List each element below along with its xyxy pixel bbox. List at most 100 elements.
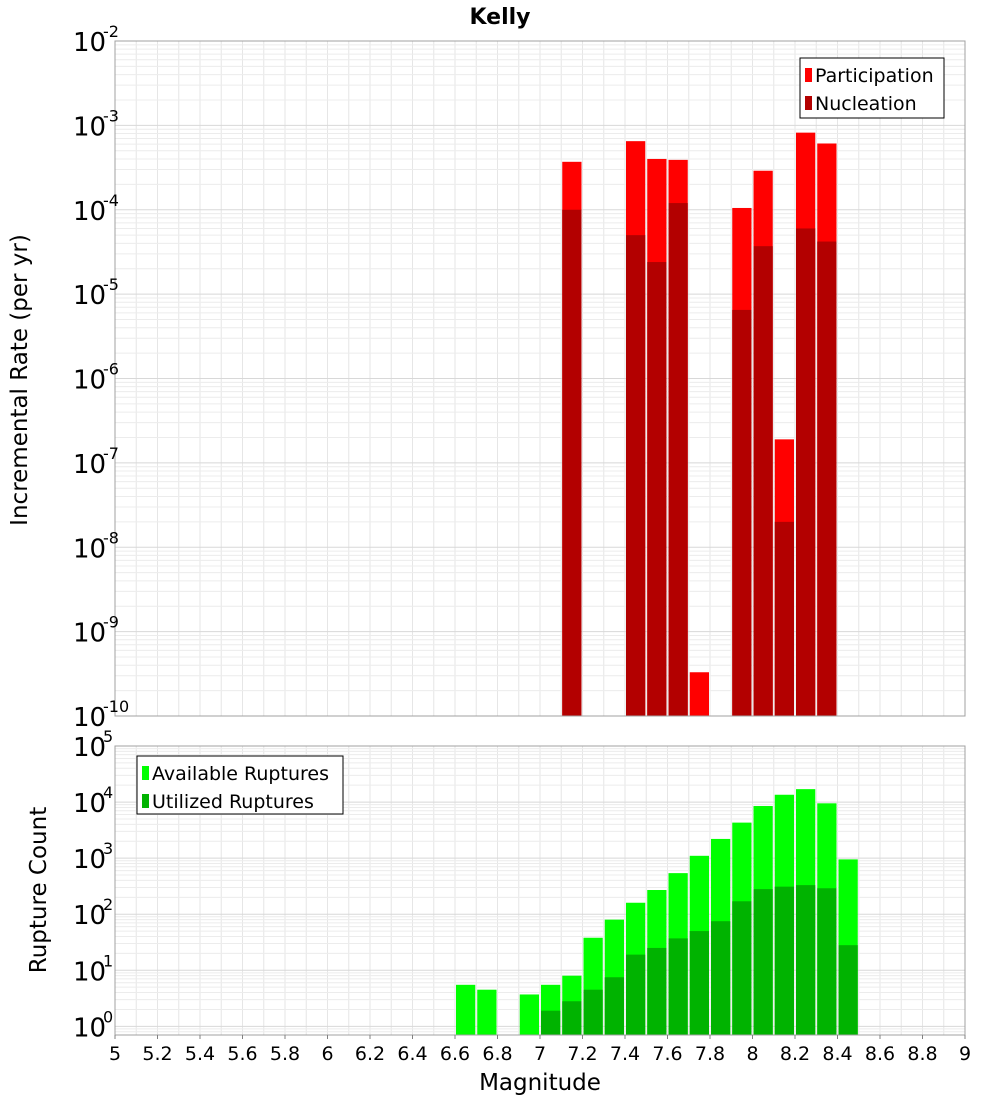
top-legend-swatch bbox=[805, 96, 812, 110]
bottom-bar-series2 bbox=[668, 938, 688, 1035]
bottom-bar-series2 bbox=[604, 977, 624, 1035]
svg-text:10: 10 bbox=[73, 845, 106, 875]
top-bar-series2 bbox=[647, 262, 667, 716]
x-tick-label: 9 bbox=[959, 1043, 971, 1065]
svg-text:10: 10 bbox=[73, 619, 106, 649]
x-tick-label: 8.6 bbox=[865, 1043, 895, 1065]
svg-text:10: 10 bbox=[73, 901, 106, 931]
x-tick-label: 6.4 bbox=[397, 1043, 427, 1065]
svg-text:10: 10 bbox=[73, 534, 106, 564]
bottom-legend: Available Ruptures Utilized Ruptures bbox=[136, 755, 344, 815]
bottom-legend-swatch bbox=[142, 794, 149, 808]
top-plot-area: 10-210-310-410-510-610-710-810-910-10Par… bbox=[73, 22, 966, 733]
top-bar-series2 bbox=[774, 521, 794, 716]
x-tick-label: 5.6 bbox=[227, 1043, 257, 1065]
top-y-tick-label: 10-4 bbox=[73, 191, 119, 227]
bottom-y-tick-label: 105 bbox=[73, 727, 113, 763]
top-bar-series2 bbox=[562, 209, 582, 716]
chart-title: Kelly bbox=[469, 5, 530, 30]
svg-text:-10: -10 bbox=[103, 697, 129, 716]
bottom-y-tick-label: 102 bbox=[73, 895, 113, 931]
top-y-tick-label: 10-2 bbox=[73, 22, 119, 58]
top-legend-label: Participation bbox=[815, 65, 934, 87]
x-tick-label: 8.8 bbox=[907, 1043, 937, 1065]
bottom-bar-series2 bbox=[626, 954, 646, 1035]
x-axis-label: Magnitude bbox=[479, 1070, 601, 1096]
svg-text:5: 5 bbox=[103, 727, 113, 746]
top-y-tick-label: 10-3 bbox=[73, 106, 119, 142]
x-tick-label: 5.4 bbox=[185, 1043, 215, 1065]
svg-text:-5: -5 bbox=[103, 275, 119, 294]
svg-text:10: 10 bbox=[73, 112, 106, 142]
bottom-bar-series2 bbox=[689, 931, 709, 1035]
bottom-legend-label: Utilized Ruptures bbox=[152, 791, 314, 813]
top-y-tick-label: 10-9 bbox=[73, 613, 119, 649]
x-tick-label: 7 bbox=[534, 1043, 546, 1065]
bottom-y-tick-label: 101 bbox=[73, 951, 113, 987]
top-bar-series2 bbox=[753, 246, 773, 716]
svg-text:10: 10 bbox=[73, 366, 106, 396]
bottom-y-tick-label: 100 bbox=[73, 1007, 113, 1043]
svg-text:10: 10 bbox=[73, 450, 106, 480]
x-tick-label: 6.2 bbox=[355, 1043, 385, 1065]
svg-text:10: 10 bbox=[73, 733, 106, 763]
bottom-bar-series2 bbox=[753, 889, 773, 1035]
x-tick-label: 6 bbox=[321, 1043, 333, 1065]
svg-text:-3: -3 bbox=[103, 106, 119, 125]
svg-text:10: 10 bbox=[73, 281, 106, 311]
svg-text:10: 10 bbox=[73, 197, 106, 227]
top-legend-label: Nucleation bbox=[815, 93, 917, 115]
bottom-bar-series2 bbox=[647, 947, 667, 1035]
top-y-axis-label: Incremental Rate (per yr) bbox=[7, 234, 33, 526]
bottom-y-tick-label: 104 bbox=[73, 783, 113, 819]
x-tick-label: 5 bbox=[109, 1043, 121, 1065]
bottom-bar-series2 bbox=[583, 989, 603, 1035]
bottom-bar-series2 bbox=[838, 945, 858, 1035]
svg-text:10: 10 bbox=[73, 1013, 106, 1043]
top-plot-frame bbox=[114, 40, 966, 717]
top-bar-series1 bbox=[689, 672, 709, 716]
x-tick-label: 7.2 bbox=[567, 1043, 597, 1065]
x-tick-label: 5.8 bbox=[270, 1043, 300, 1065]
top-legend-swatch bbox=[805, 68, 812, 82]
svg-text:4: 4 bbox=[103, 783, 113, 802]
top-bar-series2 bbox=[732, 309, 752, 716]
top-bar-series2 bbox=[668, 203, 688, 716]
bottom-bar-series2 bbox=[796, 885, 816, 1035]
svg-text:-2: -2 bbox=[103, 22, 119, 41]
bottom-bar-series1 bbox=[519, 994, 539, 1035]
x-tick-label: 8 bbox=[746, 1043, 758, 1065]
svg-text:-4: -4 bbox=[103, 191, 119, 210]
top-bar-series2 bbox=[796, 228, 816, 716]
bottom-bar-series2 bbox=[541, 1010, 561, 1035]
x-tick-label: 6.6 bbox=[440, 1043, 470, 1065]
bottom-bar-series2 bbox=[817, 888, 837, 1035]
svg-text:10: 10 bbox=[73, 789, 106, 819]
svg-text:-9: -9 bbox=[103, 613, 119, 632]
top-bar-series2 bbox=[626, 235, 646, 716]
top-legend: Participation Nucleation bbox=[799, 57, 945, 119]
x-tick-label: 5.2 bbox=[142, 1043, 172, 1065]
bottom-y-axis-label: Rupture Count bbox=[26, 807, 52, 973]
bottom-legend-swatch bbox=[142, 766, 149, 780]
bottom-bar-series2 bbox=[562, 1001, 582, 1035]
svg-text:1: 1 bbox=[103, 951, 113, 970]
svg-text:-7: -7 bbox=[103, 444, 119, 463]
top-y-tick-label: 10-7 bbox=[73, 444, 119, 480]
svg-text:3: 3 bbox=[103, 839, 113, 858]
svg-text:10: 10 bbox=[73, 28, 106, 58]
x-tick-label: 7.8 bbox=[695, 1043, 725, 1065]
svg-text:-8: -8 bbox=[103, 528, 119, 547]
bottom-y-tick-label: 103 bbox=[73, 839, 113, 875]
svg-text:0: 0 bbox=[103, 1007, 113, 1026]
svg-text:2: 2 bbox=[103, 895, 113, 914]
svg-text:10: 10 bbox=[73, 703, 106, 733]
x-tick-label: 8.2 bbox=[780, 1043, 810, 1065]
x-tick-label: 8.4 bbox=[822, 1043, 852, 1065]
x-tick-label: 7.4 bbox=[610, 1043, 640, 1065]
top-y-tick-label: 10-6 bbox=[73, 360, 119, 396]
top-y-tick-label: 10-10 bbox=[73, 697, 129, 733]
bottom-bar-series1 bbox=[477, 989, 497, 1035]
